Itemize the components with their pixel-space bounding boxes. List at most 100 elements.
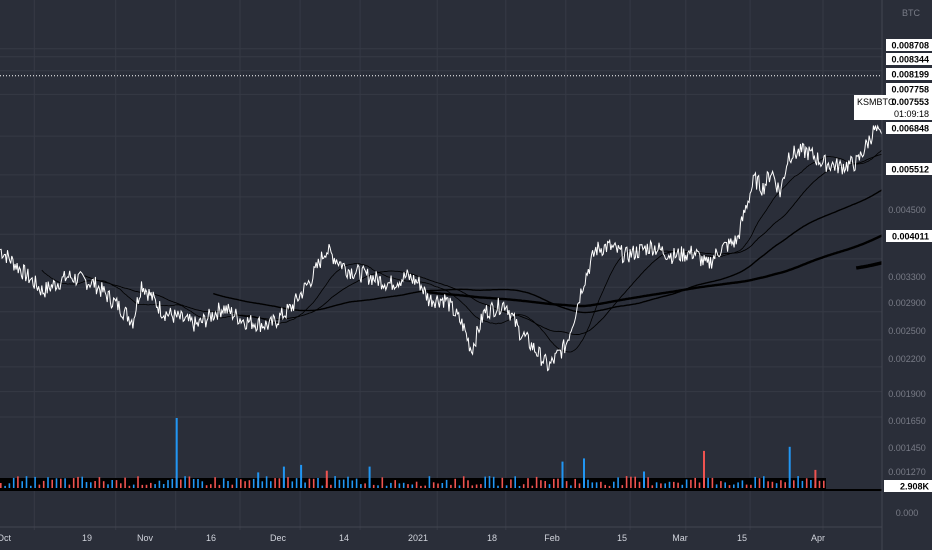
x-tick-label: Nov [137, 533, 154, 543]
volume-bar [25, 476, 28, 488]
volume-bar [522, 484, 525, 488]
x-tick-label: Oct [0, 533, 11, 543]
volume-bar [510, 479, 512, 488]
volume-bar [128, 485, 131, 488]
volume-bar [274, 478, 276, 488]
volume-bar [694, 477, 696, 488]
volume-bar [184, 476, 186, 488]
price-tag-label: 0.008708 [891, 41, 929, 51]
volume-bar [261, 481, 264, 488]
price-tag-label: 0.004011 [892, 232, 929, 242]
volume-bar [162, 484, 165, 488]
volume-bar [351, 480, 354, 488]
volume-bar [492, 476, 495, 488]
volume-bar [677, 482, 679, 488]
volume-bar [445, 479, 448, 488]
volume-bar [690, 479, 692, 488]
volume-bar [8, 483, 11, 488]
volume-bar [235, 478, 238, 488]
volume-bar [544, 481, 546, 488]
volume-bar [557, 478, 559, 488]
volume-bar [360, 484, 362, 488]
volume-bar [600, 481, 602, 488]
volume-bar [158, 480, 161, 488]
volume-bar [424, 485, 426, 488]
price-series [0, 58, 932, 372]
price-tag-bg [886, 53, 932, 65]
price-tag-label: 0.006848 [891, 124, 929, 134]
volume-bar [364, 483, 366, 488]
volume-bar [171, 478, 174, 488]
volume-bar [0, 483, 2, 488]
volume-bar [90, 482, 92, 488]
volume-bar [685, 479, 688, 488]
volume-bar [775, 483, 778, 488]
symbol-price-tag[interactable]: KSMBTC 0.007553 01:09:18 [854, 95, 932, 120]
ma-20-line [84, 118, 932, 335]
volume-bar [102, 481, 105, 488]
volume-bar [270, 481, 272, 488]
right-price-axis[interactable]: 0.004500 0.003300 0.002900 0.002500 0.002200… [884, 39, 932, 518]
volume-bar [497, 485, 499, 488]
volume-bar [415, 481, 418, 488]
price-tag-bg [886, 163, 932, 175]
volume-bar [411, 484, 414, 488]
volume-bar [673, 481, 675, 488]
volume-bar [385, 485, 388, 488]
volume-bar [355, 478, 358, 488]
volume-bar [287, 477, 289, 488]
volume-spike-bar [561, 461, 564, 488]
volume-bar [338, 479, 341, 488]
y-tick-label: 0.002200 [888, 354, 926, 364]
price-tag-label: 0.005512 [891, 165, 929, 175]
volume-bar [81, 476, 83, 488]
volume-bar [613, 481, 615, 488]
volume-spike-bar [368, 466, 371, 488]
volume-bar [784, 482, 786, 488]
volume-bar [124, 477, 126, 488]
volume-bar [291, 481, 294, 488]
x-tick-label: 19 [82, 533, 92, 543]
volume-bar [407, 484, 409, 488]
volume-bar [574, 478, 576, 488]
volume-bar [638, 481, 641, 488]
y-tick-label: 0.001900 [888, 389, 926, 399]
time-axis[interactable]: Oct 19 Nov 16 Dec 14 2021 18 Feb 15 Mar 15 Apr [0, 526, 882, 543]
price-tag-bg [886, 83, 932, 95]
volume-bar [244, 481, 246, 488]
volume-bar [728, 485, 731, 488]
volume-bar [758, 478, 761, 488]
volume-bar [664, 483, 666, 488]
volume-bar [660, 483, 662, 488]
volume-spike-bar [325, 470, 328, 488]
volume-bar [308, 478, 311, 488]
volume-bar [484, 476, 486, 488]
price-tag-label: 0.008344 [891, 55, 929, 65]
volume-bar [810, 480, 812, 488]
volume-bar [330, 484, 332, 488]
grid-lines [0, 0, 882, 530]
volume-bar [381, 477, 384, 488]
volume-spike-bar [282, 466, 285, 488]
y-tick-label: 0.003300 [888, 272, 926, 282]
volume-bar [132, 484, 135, 488]
volume-bar [34, 476, 36, 488]
volume-bar [750, 484, 752, 488]
volume-bar [47, 477, 49, 488]
volume-bar [4, 485, 6, 488]
volume-bar [767, 481, 769, 488]
volume-bar [231, 484, 234, 488]
volume-bar [591, 482, 594, 488]
volume-bar [565, 481, 568, 488]
volume-bar [540, 480, 542, 488]
volume-bar [488, 476, 491, 488]
volume-bar [475, 484, 478, 488]
volume-bar [745, 484, 748, 488]
volume-bar [398, 483, 401, 488]
volume-bar [145, 484, 148, 488]
volume-bar [420, 485, 422, 488]
volume-tag-label: 2.908K [900, 482, 930, 492]
volume-bar [754, 476, 756, 488]
